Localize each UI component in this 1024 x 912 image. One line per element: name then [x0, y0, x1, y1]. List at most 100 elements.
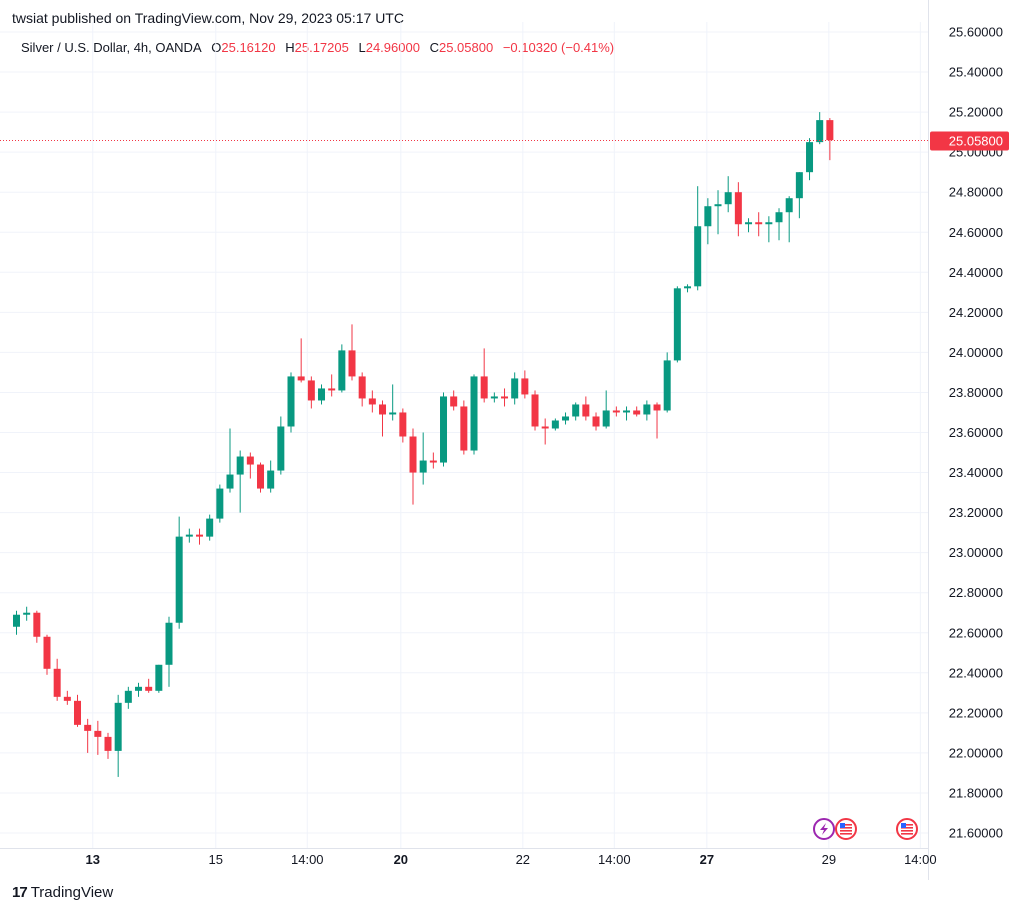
- candle-up: [775, 208, 783, 241]
- candle-down: [257, 462, 265, 493]
- us-flag-icon[interactable]: [835, 818, 857, 840]
- candle-body: [450, 396, 458, 407]
- candle-body: [806, 142, 814, 173]
- x-tick-label: 20: [394, 852, 408, 867]
- y-tick-label: 24.20000: [949, 305, 1003, 320]
- candle-up: [236, 450, 244, 513]
- candle-down: [94, 720, 102, 755]
- candle-body: [287, 376, 295, 427]
- candle-body: [84, 724, 92, 731]
- y-tick-label: 23.80000: [949, 385, 1003, 400]
- candle-body: [104, 736, 112, 751]
- candle-up: [277, 416, 285, 475]
- y-tick-label: 22.60000: [949, 625, 1003, 640]
- x-tick-label: 14:00: [598, 852, 631, 867]
- change-value: −0.10320 (−0.41%): [502, 40, 615, 55]
- flag-stripe: [840, 833, 852, 835]
- candle-up: [714, 190, 722, 235]
- lightning-glyph: [820, 823, 828, 835]
- candle-body: [94, 730, 102, 737]
- candle-body: [13, 614, 20, 627]
- candle-body: [246, 456, 254, 465]
- candle-down: [429, 452, 437, 469]
- candle-body: [389, 412, 397, 415]
- candle-down: [379, 400, 387, 437]
- candle-up: [267, 460, 275, 493]
- y-tick-label: 22.20000: [949, 705, 1003, 720]
- candle-up: [206, 514, 214, 541]
- flag-canton: [901, 823, 906, 828]
- candle-body: [226, 474, 234, 489]
- flag-stripe: [901, 827, 913, 829]
- candle-body: [33, 612, 41, 637]
- candle-up: [562, 412, 570, 425]
- candle-up: [287, 372, 295, 433]
- symbol-name[interactable]: Silver / U.S. Dollar, 4h, OANDA: [21, 40, 202, 55]
- candle-body: [307, 380, 315, 401]
- candle-up: [490, 392, 498, 403]
- candle-up: [511, 372, 519, 405]
- candle-body: [653, 404, 661, 411]
- candle-body: [358, 376, 366, 399]
- tradingview-logo-icon: 17: [12, 884, 28, 901]
- candle-body: [582, 404, 590, 417]
- candle-down: [612, 406, 620, 417]
- y-tick-label: 23.60000: [949, 425, 1003, 440]
- time-axis[interactable]: 13 15 14:00 20 22 14:00 27 29 14:00: [86, 852, 937, 867]
- candle-body: [714, 204, 722, 207]
- open-value: 25.16120: [221, 40, 276, 55]
- candle-down: [582, 396, 590, 421]
- candle-body: [206, 518, 214, 537]
- candle-up: [623, 406, 631, 421]
- candle-body: [562, 416, 570, 421]
- candle-body: [409, 436, 417, 473]
- y-tick-label: 23.00000: [949, 545, 1003, 560]
- candle-body: [429, 460, 437, 463]
- candle-up: [419, 432, 427, 485]
- candle-body: [745, 222, 753, 225]
- price-axis[interactable]: 25.6000025.4000025.2000025.0000024.80000…: [949, 25, 1003, 841]
- candle-body: [185, 534, 193, 537]
- candle-body: [592, 416, 600, 427]
- candle-up: [216, 484, 224, 523]
- candle-down: [368, 390, 376, 413]
- lightning-icon[interactable]: [813, 818, 835, 840]
- candle-body: [673, 288, 681, 361]
- candles: [13, 112, 834, 777]
- open-label: O: [211, 40, 222, 55]
- us-flag-icon[interactable]: [896, 818, 918, 840]
- candle-body: [440, 396, 448, 463]
- candle-body: [602, 410, 610, 427]
- flag-stripe: [840, 824, 852, 826]
- candle-down: [450, 390, 458, 411]
- candle-up: [440, 392, 448, 467]
- candle-down: [541, 418, 549, 445]
- candle-down: [74, 694, 82, 727]
- y-tick-label: 25.40000: [949, 65, 1003, 80]
- candle-down: [33, 610, 41, 643]
- event-icon-ring: [896, 818, 918, 840]
- candle-body: [501, 396, 509, 399]
- candle-up: [684, 284, 692, 293]
- candle-body: [23, 612, 31, 615]
- candle-up: [673, 286, 681, 363]
- candle-body: [704, 206, 712, 227]
- tradingview-logo[interactable]: 17 TradingView: [12, 884, 113, 901]
- y-tick-label: 22.40000: [949, 665, 1003, 680]
- candle-body: [795, 172, 803, 199]
- candle-body: [277, 426, 285, 471]
- candle-body: [775, 212, 783, 223]
- candle-body: [196, 534, 204, 537]
- candle-body: [511, 378, 519, 399]
- event-markers[interactable]: [813, 818, 918, 840]
- candle-down: [734, 182, 742, 237]
- x-tick-label: 14:00: [904, 852, 937, 867]
- flag-stripe: [901, 830, 913, 832]
- candle-body: [531, 394, 539, 427]
- candle-body: [155, 664, 163, 691]
- publisher-header: twsiat published on TradingView.com, Nov…: [12, 10, 404, 26]
- candle-up: [724, 176, 732, 213]
- candle-body: [399, 412, 407, 437]
- candle-down: [755, 212, 763, 237]
